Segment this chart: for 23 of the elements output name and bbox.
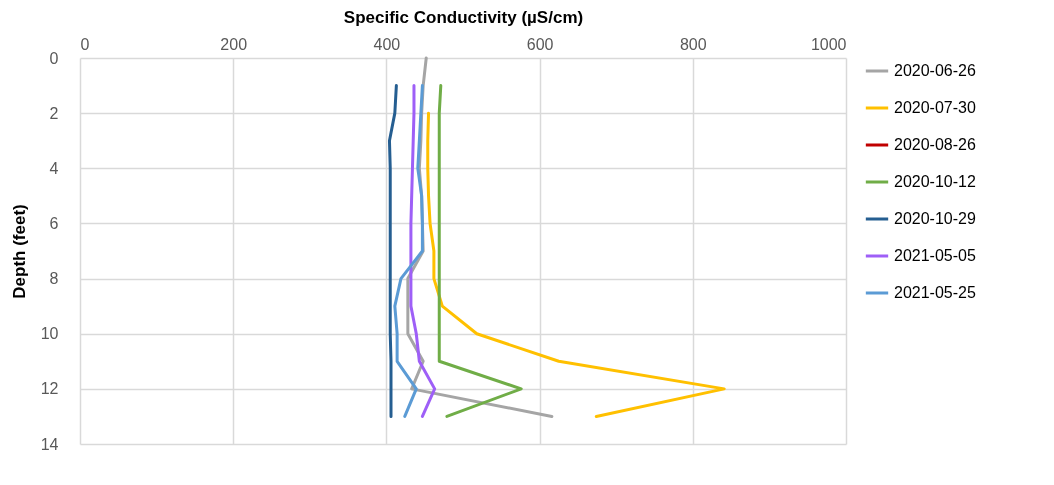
x-tick-label: 200 — [220, 35, 248, 53]
y-tick-label: 6 — [49, 214, 59, 232]
legend-label: 2020-08-26 — [894, 136, 976, 153]
legend-label: 2021-05-05 — [894, 247, 976, 264]
legend-label: 2020-06-26 — [894, 62, 976, 79]
x-tick-label: 0 — [80, 35, 90, 53]
y-tick-label: 8 — [49, 270, 59, 288]
legend-label: 2021-05-25 — [894, 284, 976, 301]
x-tick-label: 1000 — [810, 35, 847, 53]
y-tick-label: 14 — [40, 435, 59, 453]
y-tick-label: 12 — [40, 380, 59, 398]
x-tick-label: 400 — [373, 35, 401, 53]
x-axis-title: Specific Conductivity (µS/cm) — [343, 7, 584, 27]
x-tick-label: 600 — [526, 35, 554, 53]
y-tick-label: 10 — [40, 325, 59, 343]
legend-label: 2020-10-29 — [894, 210, 976, 227]
y-tick-label: 2 — [49, 104, 59, 122]
y-tick-label: 0 — [49, 49, 59, 67]
legend-label: 2020-10-12 — [894, 173, 976, 190]
x-tick-label: 800 — [679, 35, 707, 53]
y-tick-label: 4 — [49, 159, 59, 177]
legend-label: 2020-07-30 — [894, 99, 976, 116]
y-axis-title: Depth (feet) — [9, 204, 29, 299]
